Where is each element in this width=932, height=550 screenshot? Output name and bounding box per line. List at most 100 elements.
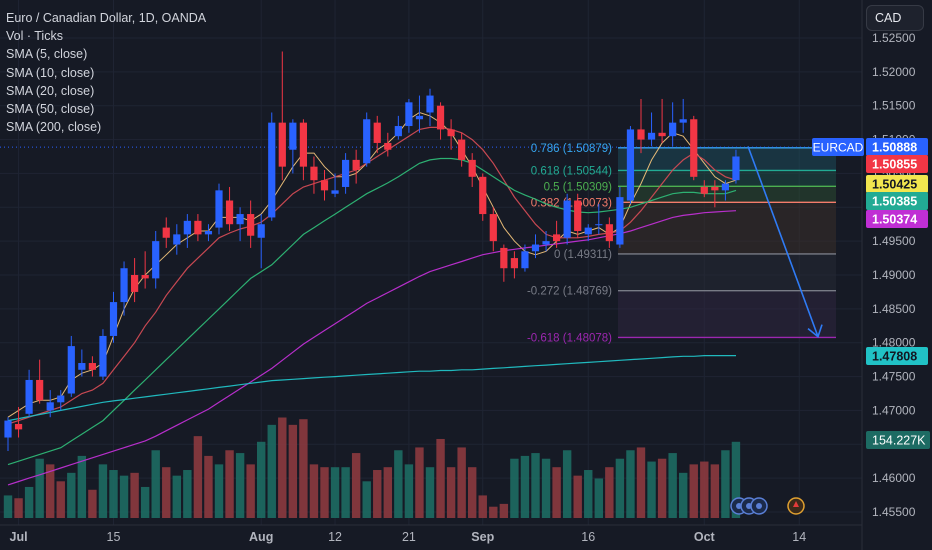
volume-bar — [373, 470, 382, 518]
candle-body — [109, 302, 118, 336]
candle-body — [489, 214, 497, 242]
price-tag-bg — [866, 155, 928, 173]
sma5-line — [7, 111, 737, 418]
price-tag-bg — [866, 175, 928, 193]
candle — [605, 217, 613, 248]
symbol-tag-text: EURCAD — [813, 141, 864, 155]
volume-bar — [731, 441, 741, 518]
price-tag-text: 1.50888 — [872, 141, 917, 155]
candle-body — [289, 122, 297, 150]
volume-bar — [636, 447, 646, 518]
chart-legend: Euro / Canadian Dollar, 1D, OANDA Vol · … — [6, 9, 206, 136]
candle — [352, 149, 360, 184]
candle-body — [690, 119, 698, 177]
volume-bar — [330, 467, 340, 518]
volume-bar — [214, 464, 224, 518]
candle — [78, 349, 86, 377]
volume-bar — [130, 472, 139, 518]
symbol-title[interactable]: Euro / Canadian Dollar, 1D, OANDA — [6, 11, 207, 25]
volume-bar — [457, 447, 466, 518]
price-tick-label: 1.49000 — [872, 268, 916, 282]
volume-bar — [520, 455, 530, 518]
price-tag-bg — [866, 347, 928, 365]
volume-bar — [288, 424, 298, 518]
candle-body — [563, 200, 571, 238]
candle — [109, 291, 118, 343]
indicator-sma10[interactable]: SMA (10, close) — [6, 65, 95, 80]
indicator-volume[interactable]: Vol · Ticks — [6, 29, 63, 44]
volume-bar — [594, 478, 603, 518]
candle — [479, 173, 487, 221]
candle — [426, 88, 434, 127]
volume-bar — [584, 470, 593, 518]
time-tick-label: Jul — [10, 530, 28, 544]
price-tag: 1.47808 — [866, 347, 928, 365]
candle-body — [658, 132, 666, 137]
volume-bar — [383, 467, 392, 518]
fib-levels: 0.786 (1.50879) 0.618 (1.50544) 0.5 (1.503… — [527, 143, 836, 344]
candle-body — [500, 247, 508, 269]
price-tick-label: 1.51500 — [872, 99, 916, 113]
volume-bar — [56, 481, 65, 518]
indicator-sma200[interactable]: SMA (200, close) — [6, 120, 102, 135]
fib-zones — [618, 147, 836, 338]
volume-tag-text: 154.227K — [872, 434, 926, 448]
volume-bar — [257, 441, 266, 518]
projection-arrow — [747, 146, 823, 338]
candle-body — [268, 122, 276, 218]
candle-body — [574, 200, 582, 231]
candle-body — [426, 95, 434, 113]
time-tick-label: Aug — [249, 530, 273, 544]
volume-bar — [320, 467, 329, 518]
candle-body — [342, 159, 350, 187]
candle — [637, 98, 645, 154]
sma10-line — [7, 126, 737, 425]
volume-bar — [710, 464, 720, 518]
volume-bar — [573, 475, 582, 518]
economic-event-dot — [756, 503, 762, 509]
candle — [25, 369, 33, 418]
time-tick-label: Oct — [694, 530, 716, 544]
volume-bar — [98, 464, 108, 518]
candle-body — [46, 402, 54, 411]
event-icons — [730, 497, 805, 515]
candle-body — [257, 224, 265, 238]
candle — [626, 126, 635, 204]
candle — [405, 98, 413, 133]
volume-bar — [267, 424, 276, 518]
candle-body — [616, 197, 624, 245]
candle — [152, 230, 160, 289]
candle-body — [468, 159, 476, 177]
fib-label: 0.618 (1.50544) — [531, 165, 612, 177]
indicator-sma50[interactable]: SMA (50, close) — [6, 102, 95, 117]
price-tick-label: 1.52000 — [872, 65, 916, 79]
fib-label: -0.618 (1.48078) — [527, 332, 612, 344]
volume-bar — [499, 503, 509, 518]
price-axis-bg — [862, 0, 932, 550]
candle — [225, 186, 234, 231]
volume-bar — [362, 481, 371, 518]
candle — [141, 251, 149, 289]
volume-bar — [446, 467, 456, 518]
candle — [521, 244, 529, 272]
volume-bar — [689, 464, 698, 518]
candle — [447, 119, 455, 150]
candle — [553, 220, 561, 248]
candle — [99, 329, 107, 380]
volume-bar — [679, 472, 688, 518]
volume-bar — [531, 453, 540, 518]
indicator-sma20[interactable]: SMA (20, close) — [6, 83, 95, 98]
candle — [88, 356, 96, 377]
candle-body — [595, 224, 603, 226]
candle — [721, 180, 729, 201]
volume-bar — [183, 470, 192, 518]
volume-tag: 154.227K — [866, 431, 930, 449]
candle-body — [57, 395, 65, 403]
candle-body — [363, 119, 371, 164]
indicator-sma5[interactable]: SMA (5, close) — [6, 47, 88, 62]
currency-button[interactable]: CAD — [866, 5, 924, 31]
candle-body — [721, 183, 729, 191]
volume-bar — [193, 436, 203, 518]
